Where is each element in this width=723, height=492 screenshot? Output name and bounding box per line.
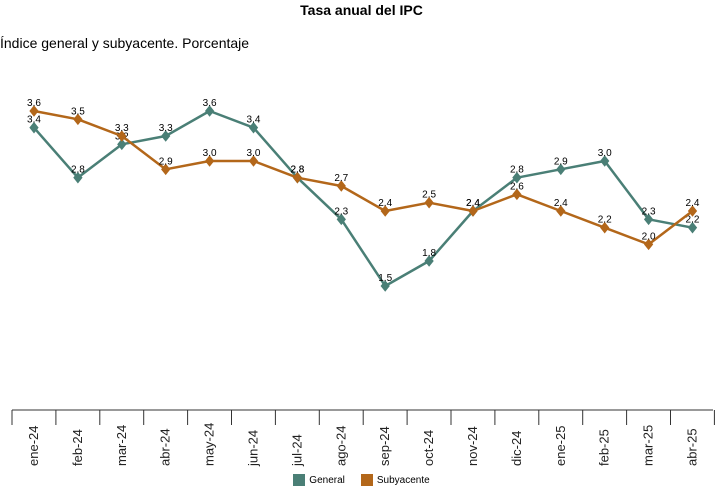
legend-label-subyacente: Subyacente: [376, 474, 430, 486]
data-point-subyacente: [512, 188, 522, 201]
data-point-subyacente: [292, 171, 303, 184]
data-label-subyacente: 2.4: [378, 198, 392, 209]
legend-swatch-general: [293, 474, 306, 486]
data-label-subyacente: 2.4: [554, 198, 568, 209]
data-point-subyacente: [643, 238, 654, 251]
x-tick-label: feb-25: [597, 429, 612, 466]
data-point-subyacente: [556, 205, 566, 217]
x-tick-label: feb-24: [70, 429, 85, 466]
series-line-general: [33, 109, 693, 288]
data-point-general: [687, 221, 698, 234]
data-label-general: 2.3: [334, 206, 348, 217]
data-point-general: [512, 171, 522, 184]
data-label-subyacente: 3.0: [203, 148, 217, 159]
x-tick-label: mar-24: [114, 425, 129, 466]
data-point-general: [29, 121, 39, 134]
data-label-subyacente: 2.2: [598, 215, 612, 226]
x-tick-label: nov-24: [465, 426, 480, 466]
data-point-subyacente: [424, 196, 434, 209]
data-point-subyacente: [204, 155, 215, 167]
data-label-subyacente: 3.5: [71, 106, 85, 117]
data-label-general: 2.8: [71, 165, 85, 176]
data-label-subyacente: 2.5: [422, 190, 436, 201]
x-tick-label: abr-24: [158, 428, 173, 466]
data-label-general: 1.5: [378, 273, 392, 284]
data-label-general: 2.9: [554, 156, 568, 167]
data-label-general: 3.6: [203, 98, 217, 109]
data-point-general: [336, 213, 346, 226]
data-point-general: [556, 163, 566, 176]
data-point-subyacente: [248, 155, 259, 167]
data-point-general: [73, 171, 83, 184]
data-label-general: 3.4: [27, 115, 41, 126]
x-tick-label: ene-25: [553, 426, 568, 466]
data-point-general: [424, 255, 434, 267]
data-point-general: [161, 130, 171, 142]
data-point-general: [600, 155, 610, 167]
data-point-subyacente: [336, 180, 346, 192]
x-tick-label: dic-24: [509, 431, 524, 466]
data-label-general: 2.3: [642, 206, 656, 217]
data-label-subyacente: 2.7: [334, 173, 348, 184]
data-label-subyacente: 2.9: [159, 156, 173, 167]
data-label-subyacente: 2.4: [466, 198, 480, 209]
x-tick-label: jun-24: [246, 430, 261, 467]
legend-item-subyacente[interactable]: Subyacente: [360, 474, 430, 486]
chart-subtitle: Índice general y subyacente. Porcentaje: [0, 35, 250, 51]
data-label-subyacente: 3.6: [27, 98, 41, 109]
data-label-subyacente: 2.0: [642, 231, 656, 242]
series-line-subyacente: [33, 109, 694, 246]
data-point-subyacente: [73, 113, 83, 126]
x-tick-label: may-24: [202, 423, 217, 466]
data-point-general: [204, 105, 215, 117]
x-tick-label: ene-24: [26, 426, 41, 466]
data-point-subyacente: [29, 105, 39, 117]
data-point-subyacente: [687, 205, 698, 217]
data-label-subyacente: 2.4: [686, 198, 700, 209]
data-point-general: [643, 213, 654, 226]
x-tick-label: sep-24: [377, 426, 392, 466]
data-point-general: [380, 280, 390, 292]
legend: General Subyacente: [0, 474, 723, 486]
legend-swatch-subyacente: [360, 474, 373, 486]
legend-item-general[interactable]: General: [293, 474, 345, 486]
data-point-general: [117, 138, 127, 151]
x-tick-label: abr-25: [685, 428, 700, 466]
x-tick-label: mar-25: [641, 425, 656, 466]
data-point-subyacente: [380, 205, 390, 217]
data-label-subyacente: 2.8: [290, 165, 304, 176]
data-label-general: 3.4: [247, 115, 261, 126]
data-label-subyacente: 3.0: [247, 148, 261, 159]
legend-label-general: General: [309, 474, 345, 486]
data-label-general: 2.8: [510, 165, 524, 176]
chart-title: Tasa anual del IPC: [300, 2, 423, 18]
data-label-general: 2.8: [290, 165, 304, 176]
data-point-subyacente: [161, 163, 171, 176]
data-label-general: 2.2: [686, 215, 700, 226]
x-tick-label: ago-24: [333, 426, 348, 466]
data-label-subyacente: 3.3: [115, 123, 129, 134]
data-label-general: 2.4: [466, 198, 480, 209]
data-point-general: [248, 121, 259, 134]
data-point-subyacente: [117, 130, 127, 142]
x-tick-label: jul-24: [289, 434, 304, 467]
x-tick-label: oct-24: [421, 430, 436, 466]
data-label-general: 1.8: [422, 248, 436, 259]
data-point-subyacente: [468, 205, 478, 217]
data-label-subyacente: 2.6: [510, 181, 524, 192]
data-label-general: 3.3: [159, 123, 173, 134]
data-label-general: 3.0: [598, 148, 612, 159]
data-point-subyacente: [600, 221, 610, 234]
